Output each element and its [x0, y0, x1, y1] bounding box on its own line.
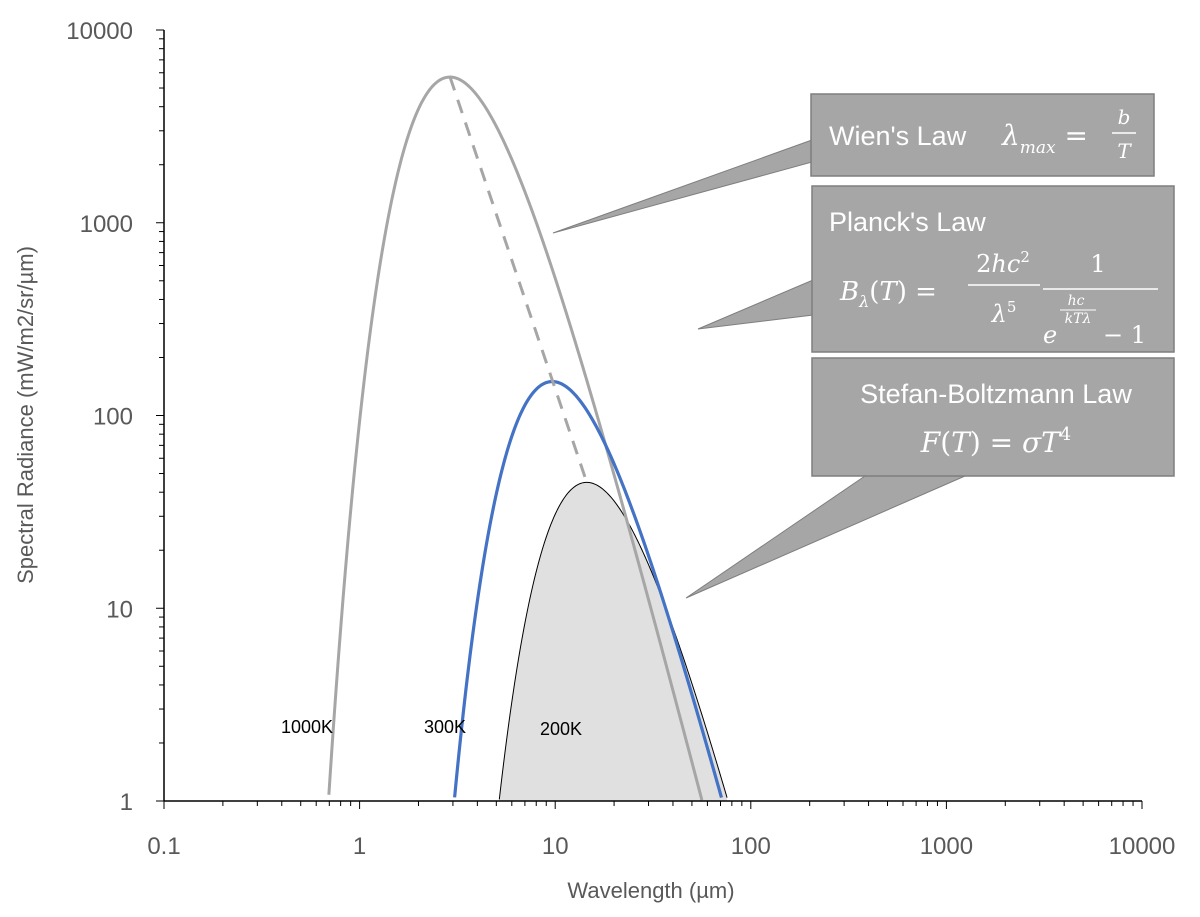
planck-minus-one: − 1 — [1103, 321, 1146, 349]
planck-denominator: λ5 — [991, 298, 1017, 328]
wien-numerator: b — [1118, 105, 1131, 129]
callout-stefan-pointer — [685, 475, 966, 599]
x-tick-label: 1000 — [920, 833, 973, 860]
curve-label-1000k: 1000K — [281, 717, 333, 737]
curve-200k — [498, 481, 728, 800]
x-tick-label: 100 — [731, 833, 771, 860]
curve-label-200k: 200K — [540, 719, 582, 739]
y-axis-title: Spectral Radiance (mW/m2/sr/µm) — [13, 246, 38, 584]
callout-wien-formula: λmax = — [1001, 119, 1088, 158]
curves-layer — [327, 75, 728, 801]
planck-exp-base: e — [1043, 321, 1057, 349]
y-tick-label: 1000 — [80, 211, 133, 238]
curve-1000k — [327, 75, 704, 801]
wien-denominator: T — [1117, 139, 1132, 163]
x-tick-label: 10000 — [1109, 833, 1176, 860]
callout-planck-pointer — [697, 279, 814, 330]
x-tick-label: 1 — [353, 833, 366, 860]
y-tick-label: 100 — [93, 404, 133, 431]
x-tick-label: 10 — [542, 833, 569, 860]
callout-planck: Planck's Law Bλ(T) = 2hc2 λ5 1 hc kTλ e … — [697, 185, 1175, 353]
curve-fill-200k — [499, 482, 728, 801]
y-tick-label: 1 — [120, 789, 133, 816]
planck-numerator: 2hc2 — [976, 248, 1030, 278]
x-axis-title: Wavelength (µm) — [567, 878, 734, 903]
y-tick-label: 10 — [106, 596, 133, 623]
callout-stefan-title: Stefan-Boltzmann Law — [860, 379, 1132, 409]
callout-planck-box — [811, 185, 1175, 353]
planck-exp-num: hc — [1068, 293, 1085, 309]
callout-stefan-box — [811, 357, 1175, 477]
axes-layer: 0.1 1 10 100 1000 10000 1 10 100 1000 10000 — [66, 18, 1175, 860]
planck-exp-den: kTλ — [1065, 311, 1092, 327]
callout-wien: Wien's Law λmax = b T — [552, 93, 1155, 234]
x-tick-label: 0.1 — [147, 833, 180, 860]
callout-wien-box — [810, 93, 1155, 177]
callout-stefan: Stefan-Boltzmann Law F(T) = σT4 — [685, 357, 1175, 599]
y-tick-label: 10000 — [66, 18, 133, 45]
callout-wien-pointer — [552, 139, 813, 234]
callout-wien-title: Wien's Law — [829, 121, 967, 151]
curve-300k — [453, 379, 724, 798]
planck-lhs: Bλ(T) = — [839, 277, 937, 311]
callout-stefan-formula: F(T) = σT4 — [920, 424, 1072, 459]
callout-planck-title: Planck's Law — [829, 207, 986, 237]
planck-one: 1 — [1090, 250, 1105, 278]
curve-label-300k: 300K — [424, 717, 466, 737]
